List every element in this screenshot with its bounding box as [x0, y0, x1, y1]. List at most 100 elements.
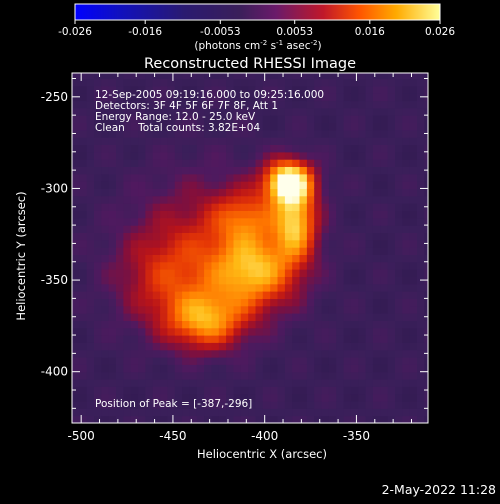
- heatmap-cell: [196, 349, 205, 358]
- heatmap-cell: [152, 401, 161, 409]
- heatmap-cell: [138, 93, 146, 102]
- heatmap-cell: [358, 210, 367, 219]
- heatmap-cell: [358, 217, 367, 226]
- heatmap-cell: [380, 85, 389, 94]
- heatmap-cell: [174, 181, 183, 189]
- heatmap-cell: [292, 115, 301, 123]
- heatmap-cell: [372, 188, 381, 197]
- x-axis-label: Heliocentric X (arcsec): [197, 447, 327, 461]
- heatmap-cell: [94, 261, 102, 270]
- heatmap-cell: [336, 173, 345, 182]
- heatmap-cell: [248, 291, 257, 299]
- heatmap-cell: [226, 349, 234, 358]
- heatmap-cell: [387, 261, 396, 270]
- heatmap-cell: [130, 269, 139, 277]
- heatmap-cell: [248, 342, 257, 351]
- heatmap-cell: [380, 122, 389, 131]
- heatmap-cell: [395, 107, 403, 116]
- heatmap-cell: [380, 217, 389, 226]
- heatmap-cell: [372, 73, 381, 80]
- heatmap-cell: [72, 379, 80, 387]
- heatmap-cell: [218, 371, 227, 380]
- heatmap-cell: [395, 232, 403, 241]
- heatmap-cell: [167, 115, 176, 123]
- heatmap-cell: [233, 129, 242, 138]
- heatmap-cell: [424, 210, 428, 219]
- heatmap-cell: [189, 320, 198, 329]
- heatmap-cell: [328, 217, 337, 226]
- heatmap-cell: [211, 386, 220, 395]
- heatmap-cell: [240, 122, 249, 131]
- heatmap-cell: [101, 276, 110, 285]
- heatmap-cell: [292, 225, 301, 233]
- heatmap-cell: [226, 335, 234, 343]
- heatmap-cell: [299, 283, 308, 292]
- heatmap-cell: [123, 393, 132, 402]
- heatmap-cell: [86, 305, 95, 314]
- heatmap-cell: [189, 349, 198, 358]
- heatmap-cell: [211, 210, 220, 219]
- heatmap-cell: [306, 144, 315, 153]
- heatmap-cell: [306, 181, 315, 189]
- heatmap-cell: [262, 357, 271, 365]
- heatmap-cell: [145, 283, 154, 292]
- heatmap-cell: [189, 151, 198, 160]
- heatmap-cell: [395, 313, 403, 321]
- heatmap-cell: [358, 393, 367, 402]
- heatmap-cell: [248, 78, 257, 87]
- heatmap-cell: [255, 393, 264, 402]
- heatmap-cell: [343, 107, 352, 116]
- heatmap-cell: [86, 144, 95, 153]
- heatmap-cell: [387, 393, 396, 402]
- heatmap-cell: [152, 305, 161, 314]
- heatmap-cell: [365, 100, 374, 109]
- heatmap-cell: [226, 100, 234, 109]
- heatmap-cell: [402, 379, 411, 387]
- heatmap-cell: [306, 159, 315, 167]
- heatmap-cell: [395, 320, 403, 329]
- heatmap-cell: [395, 327, 403, 336]
- heatmap-cell: [79, 386, 88, 395]
- heatmap-cell: [233, 320, 242, 329]
- heatmap-cell: [79, 73, 88, 80]
- heatmap-cell: [270, 254, 279, 263]
- heatmap-cell: [86, 137, 95, 145]
- heatmap-cell: [79, 85, 88, 94]
- heatmap-cell: [182, 269, 190, 277]
- heatmap-cell: [116, 100, 124, 109]
- heatmap-cell: [350, 393, 359, 402]
- heatmap-cell: [343, 210, 352, 219]
- heatmap-cell: [116, 254, 124, 263]
- heatmap-cell: [152, 335, 161, 343]
- heatmap-cell: [277, 379, 286, 387]
- heatmap-cell: [174, 386, 183, 395]
- heatmap-cell: [189, 159, 198, 167]
- heatmap-cell: [321, 357, 330, 365]
- heatmap-cell: [167, 371, 176, 380]
- heatmap-cell: [350, 181, 359, 189]
- heatmap-cell: [94, 115, 102, 123]
- heatmap-cell: [226, 401, 234, 409]
- heatmap-cell: [402, 327, 411, 336]
- heatmap-cell: [218, 261, 227, 270]
- heatmap-cell: [255, 93, 264, 102]
- heatmap-cell: [145, 415, 154, 423]
- heatmap-cell: [402, 401, 411, 409]
- heatmap-cell: [204, 254, 212, 263]
- heatmap-cell: [108, 247, 117, 255]
- heatmap-cell: [424, 327, 428, 336]
- x-tick-label: -450: [159, 429, 186, 443]
- heatmap-cell: [395, 357, 403, 365]
- heatmap-cell: [123, 364, 132, 373]
- heatmap-cell: [402, 210, 411, 219]
- heatmap-cell: [328, 349, 337, 358]
- heatmap-cell: [72, 291, 80, 299]
- colorbar-unit-label: (photons cm-2 s-1 asec-2): [194, 39, 321, 52]
- heatmap-cell: [328, 195, 337, 204]
- heatmap-cell: [130, 159, 139, 167]
- heatmap-cell: [218, 166, 227, 175]
- heatmap-cell: [336, 107, 345, 116]
- heatmap-cell: [145, 129, 154, 138]
- heatmap-cell: [299, 137, 308, 145]
- heatmap-cell: [299, 203, 308, 211]
